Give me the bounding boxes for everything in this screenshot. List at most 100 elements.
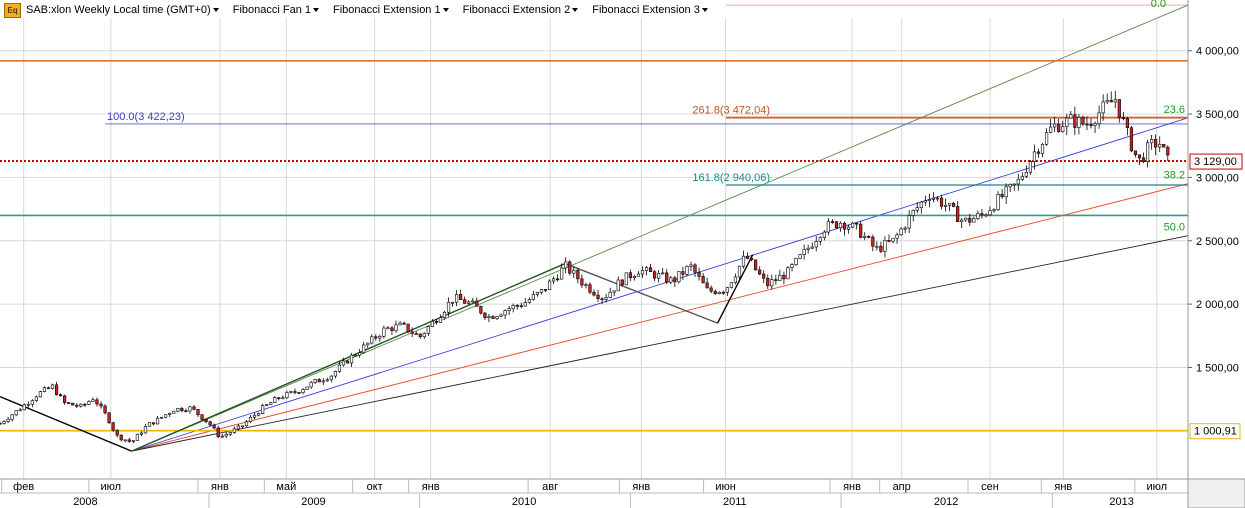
candle [758, 269, 762, 275]
tool-fibonacci-fan-1[interactable]: Fibonacci Fan 1 [233, 4, 319, 16]
candle [503, 310, 507, 316]
year-label: 2008 [73, 496, 97, 508]
candle [321, 380, 325, 383]
chevron-down-icon [572, 8, 579, 12]
year-label: 2011 [723, 496, 747, 508]
candle [459, 294, 463, 300]
fib-level-label: 261.8(3 472,04) [692, 105, 770, 117]
candle [1065, 117, 1069, 128]
candle [612, 290, 616, 293]
candle [285, 392, 289, 399]
candle [842, 222, 847, 230]
eq-icon[interactable]: Eq [4, 3, 21, 18]
candle [192, 406, 196, 410]
month-label: июн [715, 481, 735, 493]
price-axis-label: 1 500,00 [1196, 362, 1239, 374]
candle [232, 428, 236, 433]
candle [1089, 124, 1093, 127]
candle [871, 236, 875, 247]
candle [996, 193, 1000, 211]
candle [362, 344, 366, 354]
candle [907, 215, 911, 229]
candle [337, 364, 342, 372]
candle [143, 426, 148, 434]
candle [1101, 101, 1105, 114]
candle [887, 240, 891, 242]
candle [115, 429, 119, 436]
candle [269, 402, 273, 405]
candle [160, 416, 164, 419]
price-axis-label: 2 000,00 [1196, 299, 1239, 311]
tool-label: Fibonacci Fan 1 [232, 4, 311, 16]
trend-segment [716, 254, 754, 324]
candle [18, 409, 22, 412]
candle [180, 408, 184, 412]
candle [370, 336, 374, 344]
tool-fibonacci-extension-2[interactable]: Fibonacci Extension 2 [463, 4, 579, 16]
candle [1012, 183, 1016, 186]
year-label: 2010 [512, 496, 536, 508]
candle [721, 291, 725, 294]
tool-fibonacci-extension-3[interactable]: Fibonacci Extension 3 [592, 4, 708, 16]
candle [556, 278, 560, 281]
candle [531, 294, 535, 300]
candle [754, 259, 758, 271]
candle [172, 410, 176, 414]
candle [281, 397, 285, 400]
candle [59, 394, 63, 397]
candle [131, 440, 135, 442]
candle [483, 312, 487, 318]
candle [1053, 123, 1057, 128]
candle [10, 414, 14, 420]
candle [709, 287, 713, 292]
candle [826, 221, 830, 233]
candle [471, 300, 475, 303]
candle [1000, 193, 1004, 198]
candle [507, 308, 511, 311]
candle [653, 271, 657, 279]
candle [487, 316, 491, 318]
candle [519, 305, 523, 308]
candle [883, 240, 887, 252]
candle [410, 331, 414, 334]
candle [374, 336, 378, 339]
fib-level-label: 0.0 [1151, 0, 1166, 10]
tool-fibonacci-extension-1[interactable]: Fibonacci Extension 1 [333, 4, 449, 16]
candle [766, 277, 770, 287]
candle [38, 391, 43, 398]
price-axis-label: 3 500,00 [1196, 109, 1239, 121]
candle [919, 201, 923, 209]
candle [960, 219, 964, 223]
fan-line [131, 235, 1189, 452]
candle [939, 197, 944, 207]
instrument-selector[interactable]: SAB:xlon Weekly Local time (GMT+0) [26, 4, 219, 16]
candle [99, 403, 103, 407]
candle [442, 311, 447, 318]
tool-label: Fibonacci Extension 2 [462, 4, 571, 16]
candle [75, 404, 79, 407]
price-axis-label: 3 000,00 [1196, 172, 1239, 184]
fan-line [131, 117, 1189, 452]
candle [164, 414, 168, 418]
candle [200, 414, 204, 420]
candle [782, 274, 786, 280]
candle [491, 316, 495, 319]
candle [956, 206, 960, 223]
candle [305, 386, 309, 390]
candle [139, 432, 144, 435]
month-label: янв [632, 481, 650, 493]
candle [119, 434, 123, 441]
candle [867, 235, 871, 238]
candle [67, 402, 71, 404]
chevron-down-icon [701, 8, 708, 12]
month-label: май [276, 481, 296, 493]
candle [123, 439, 127, 442]
candle [822, 231, 826, 238]
candle [71, 402, 75, 406]
candle [1016, 178, 1020, 185]
candle [111, 422, 115, 431]
candle [273, 397, 277, 403]
candle [216, 427, 220, 437]
